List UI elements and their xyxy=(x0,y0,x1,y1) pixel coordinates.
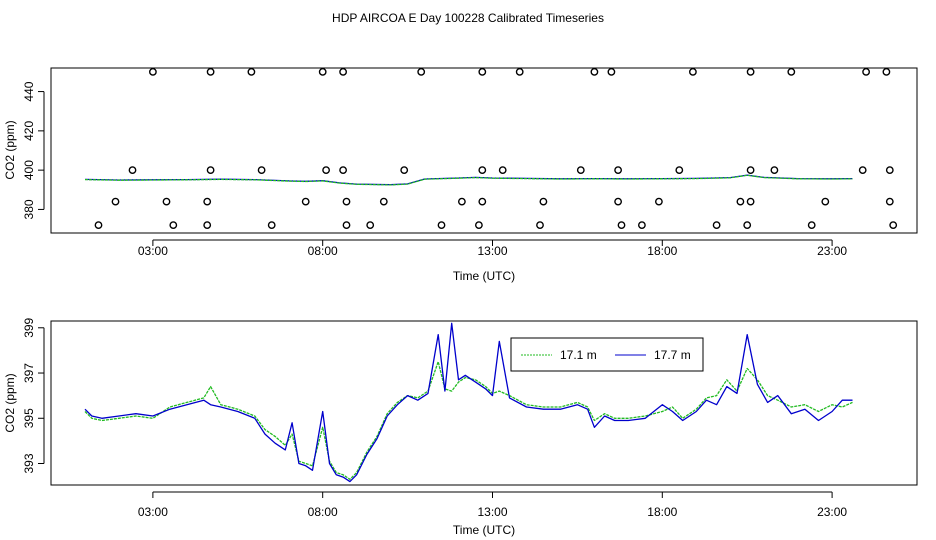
top-plot-frame xyxy=(50,67,918,234)
calibration-point xyxy=(111,197,120,206)
bottom-y-tick-label: 399 xyxy=(22,317,36,337)
calibration-point xyxy=(339,166,347,175)
calibration-point xyxy=(342,221,351,230)
bottom-x-tick-label: 03:00 xyxy=(138,505,168,519)
calibration-point xyxy=(474,221,483,230)
calibration-point xyxy=(746,68,755,76)
bottom-series-lines xyxy=(84,322,853,483)
calibration-point xyxy=(457,197,466,206)
calibration-point xyxy=(339,68,347,76)
legend-label-17-7: 17.7 m xyxy=(654,348,691,362)
calibration-point xyxy=(366,221,375,230)
bottom-y-axis-label: CO2 (ppm) xyxy=(3,373,17,432)
legend-label-17-1: 17.1 m xyxy=(560,348,597,362)
calibration-point xyxy=(882,68,891,76)
calibration-point xyxy=(162,197,171,206)
calibration-point xyxy=(655,197,663,206)
calibration-point xyxy=(539,197,548,206)
calibration-point xyxy=(746,166,755,175)
calibration-point xyxy=(322,166,330,175)
calibration-point xyxy=(379,197,388,206)
calibration-point xyxy=(203,221,212,230)
calibration-point xyxy=(128,166,137,175)
calibration-point xyxy=(885,166,894,175)
bottom-x-tick-label: 18:00 xyxy=(647,505,677,519)
co2-detail-panel: 03:00 08:00 13:00 18:00 23:00 393 395 397 399 Ti… xyxy=(3,317,918,537)
calibration-point xyxy=(617,221,626,230)
calibration-point xyxy=(885,197,894,206)
calibration-point xyxy=(206,166,215,175)
bottom-x-tick-label: 13:00 xyxy=(477,505,507,519)
calibration-point xyxy=(712,221,721,230)
bottom-axes: 03:00 08:00 13:00 18:00 23:00 393 395 397 399 xyxy=(22,317,847,519)
calibration-point xyxy=(736,197,745,206)
chart-title: HDP AIRCOA E Day 100228 Calibrated Times… xyxy=(332,11,604,25)
top-series-lines xyxy=(84,174,853,186)
calibration-point xyxy=(770,166,779,175)
bottom-series-line-177 xyxy=(84,322,853,483)
calibration-point xyxy=(743,221,752,230)
calibration-point xyxy=(614,166,622,175)
top-x-axis-label: Time (UTC) xyxy=(453,269,515,283)
top-x-tick-label: 08:00 xyxy=(308,244,338,258)
calibration-point xyxy=(478,68,487,76)
calibration-point xyxy=(417,68,426,76)
calibration-point xyxy=(148,68,157,76)
top-x-tick-label: 23:00 xyxy=(817,244,847,258)
calibration-point xyxy=(614,197,622,206)
calibration-point xyxy=(169,221,178,230)
calibration-point xyxy=(536,221,544,230)
top-x-tick-label: 18:00 xyxy=(647,244,677,258)
calibration-point xyxy=(515,68,524,76)
calibration-point xyxy=(94,221,103,230)
bottom-series-line-171 xyxy=(84,361,853,480)
top-x-tick-label: 03:00 xyxy=(138,244,168,258)
calibration-point xyxy=(576,166,585,175)
calibration-point xyxy=(267,221,276,230)
calibration-point xyxy=(247,68,256,76)
top-y-tick-label: 440 xyxy=(22,81,36,101)
calibration-point xyxy=(478,197,487,206)
calibration-point xyxy=(607,68,616,76)
calibration-point xyxy=(862,68,870,76)
bottom-x-tick-label: 08:00 xyxy=(308,505,338,519)
legend: 17.1 m 17.7 m xyxy=(510,337,704,372)
top-y-tick-label: 380 xyxy=(22,199,36,219)
top-axes: 03:00 08:00 13:00 18:00 23:00 380 400 420 440 xyxy=(22,81,847,258)
calibration-point xyxy=(400,166,409,175)
co2-calibration-panel: 03:00 08:00 13:00 18:00 23:00 380 400 420 440 Ti… xyxy=(3,67,918,283)
calibration-point xyxy=(342,197,351,206)
calibration-point xyxy=(437,221,446,230)
top-x-tick-label: 13:00 xyxy=(477,244,507,258)
bottom-y-tick-label: 395 xyxy=(22,408,36,428)
calibration-point xyxy=(821,197,830,206)
calibration-point xyxy=(318,68,327,76)
bottom-x-axis-label: Time (UTC) xyxy=(453,523,515,537)
calibration-point xyxy=(203,197,212,206)
calibration-point xyxy=(498,166,507,175)
calibration-point xyxy=(590,68,599,76)
bottom-y-tick-label: 393 xyxy=(22,453,36,473)
calibration-point xyxy=(689,68,697,76)
calibration-point xyxy=(746,197,755,206)
calibration-point xyxy=(638,221,646,230)
top-calibration-points xyxy=(94,68,898,230)
top-series-line-171 xyxy=(84,174,853,186)
calibration-point xyxy=(858,166,867,175)
calibration-point xyxy=(807,221,816,230)
calibration-point xyxy=(675,166,684,175)
calibration-point xyxy=(257,166,266,175)
calibration-point xyxy=(889,221,898,230)
bottom-y-tick-label: 397 xyxy=(22,363,36,383)
top-y-tick-label: 400 xyxy=(22,160,36,180)
calibration-point xyxy=(787,68,796,76)
top-y-axis-label: CO2 (ppm) xyxy=(3,120,17,179)
top-y-tick-label: 420 xyxy=(22,121,36,141)
calibration-point xyxy=(206,68,215,76)
calibration-point xyxy=(301,197,310,206)
calibration-point xyxy=(478,166,487,175)
bottom-x-tick-label: 23:00 xyxy=(817,505,847,519)
bottom-plot-frame xyxy=(50,320,918,486)
